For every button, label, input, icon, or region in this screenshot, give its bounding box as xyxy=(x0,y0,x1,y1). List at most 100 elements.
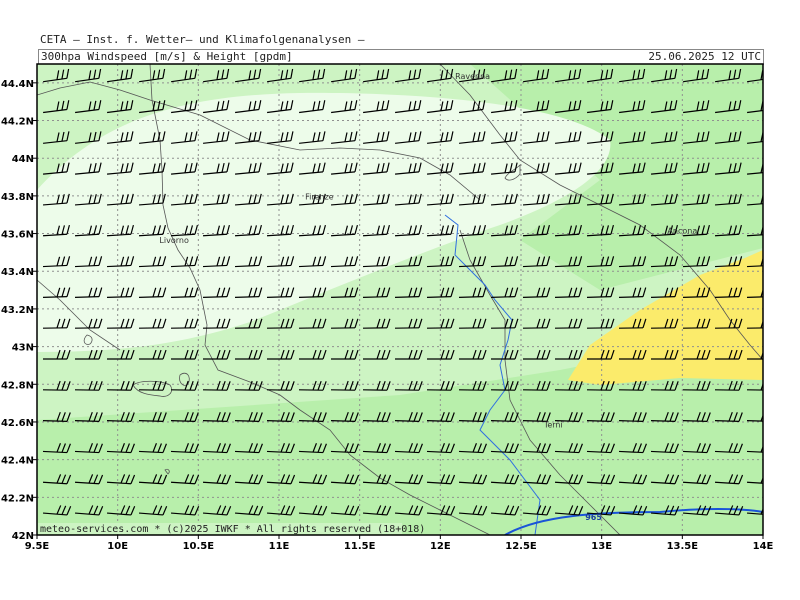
wind-barb xyxy=(458,443,487,454)
wind-barb xyxy=(554,193,582,206)
wind-barb xyxy=(203,68,230,83)
wind-barb xyxy=(458,349,487,360)
wind-barb xyxy=(683,100,710,114)
wind-barb xyxy=(74,193,102,206)
wind-barb xyxy=(330,162,358,175)
wind-barb xyxy=(714,318,743,329)
wind-barb xyxy=(682,411,711,422)
wind-barb xyxy=(203,131,230,144)
wind-barb xyxy=(234,193,262,206)
wind-barb xyxy=(426,411,455,422)
wind-barb xyxy=(714,443,743,454)
wind-barb xyxy=(330,193,358,206)
wind-barb xyxy=(234,162,262,175)
wind-barb xyxy=(139,131,166,144)
wind-barb xyxy=(139,100,166,114)
wind-barb xyxy=(267,100,294,114)
wind-barb xyxy=(298,505,328,516)
wind-barb xyxy=(682,443,711,454)
wind-barb xyxy=(298,443,327,454)
wind-barb xyxy=(170,287,199,298)
wind-barb xyxy=(650,256,679,268)
wind-barb xyxy=(266,380,295,391)
wind-barb xyxy=(458,411,487,422)
wind-barb xyxy=(170,380,199,391)
wind-barb xyxy=(42,318,71,329)
wind-barb xyxy=(458,474,488,485)
wind-barb xyxy=(106,411,135,422)
wind-barb xyxy=(618,318,647,329)
wind-barb xyxy=(586,380,615,391)
wind-barb xyxy=(522,349,551,360)
wind-barb xyxy=(75,68,102,83)
wind-barb xyxy=(458,287,487,298)
wind-barb xyxy=(714,411,743,422)
coastlines-borders xyxy=(37,64,763,535)
wind-barb xyxy=(618,287,647,298)
wind-barb xyxy=(266,349,295,360)
wind-barb xyxy=(362,318,391,329)
wind-barb xyxy=(299,68,326,83)
wind-barb xyxy=(170,505,200,516)
lat-tick-label: 44.2N xyxy=(1,117,34,128)
lat-tick-label: 43.4N xyxy=(1,267,34,278)
chart-variable-title: 300hpa Windspeed [m/s] & Height [gpdm] xyxy=(41,50,293,63)
wind-barb xyxy=(394,318,423,329)
wind-barb xyxy=(298,256,327,268)
wind-barb xyxy=(522,287,551,298)
wind-barb xyxy=(586,162,614,175)
wind-barb xyxy=(331,131,358,144)
wind-barb xyxy=(554,380,583,391)
wind-barb xyxy=(554,443,583,454)
wind-barb xyxy=(362,224,391,237)
wind-barb xyxy=(202,162,230,175)
wind-barb xyxy=(586,224,615,237)
city-label: Firenze xyxy=(305,193,334,202)
wind-barb xyxy=(107,68,134,83)
wind-barb xyxy=(202,474,232,485)
wind-barb xyxy=(426,162,454,175)
wind-barb xyxy=(235,68,262,83)
wind-barb xyxy=(714,193,742,206)
wind-barb xyxy=(458,193,486,206)
wind-barb xyxy=(651,100,678,114)
wind-barb xyxy=(618,224,647,237)
map-labels: Ravenna Firenze Livorno Ancona Terni 965 xyxy=(159,72,697,522)
wind-barb xyxy=(458,224,487,237)
wind-barb xyxy=(171,131,198,144)
wind-barb xyxy=(490,224,519,237)
wind-barb xyxy=(554,318,583,329)
wind-barb xyxy=(266,411,295,422)
wind-barb xyxy=(394,443,423,454)
wind-barb xyxy=(170,193,198,206)
wind-barb xyxy=(618,505,648,516)
wind-barb xyxy=(522,380,551,391)
wind-barb xyxy=(106,256,135,268)
wind-barb xyxy=(42,256,71,268)
wind-barb xyxy=(426,474,456,485)
wind-barb xyxy=(43,131,70,144)
wind-barb xyxy=(490,380,519,391)
wind-barb xyxy=(362,349,391,360)
wind-barb xyxy=(522,474,552,485)
wind-barb xyxy=(74,349,103,360)
wind-barb xyxy=(362,287,391,298)
wind-barb xyxy=(555,100,582,114)
wind-barb xyxy=(42,224,71,237)
wind-barb xyxy=(714,287,743,298)
wind-barb xyxy=(202,349,231,360)
wind-barb xyxy=(106,162,134,175)
wind-barb xyxy=(74,380,103,391)
wind-barb xyxy=(650,349,679,360)
wind-barb xyxy=(490,505,520,516)
wind-barb xyxy=(651,131,678,144)
wind-barb xyxy=(618,162,646,175)
lon-tick-label: 10.5E xyxy=(183,541,215,552)
wind-barb xyxy=(330,318,359,329)
wind-barb xyxy=(715,68,742,83)
wind-barb xyxy=(106,287,135,298)
height-contour-965 xyxy=(504,508,763,535)
wind-barb xyxy=(618,443,647,454)
wind-barb xyxy=(234,318,263,329)
